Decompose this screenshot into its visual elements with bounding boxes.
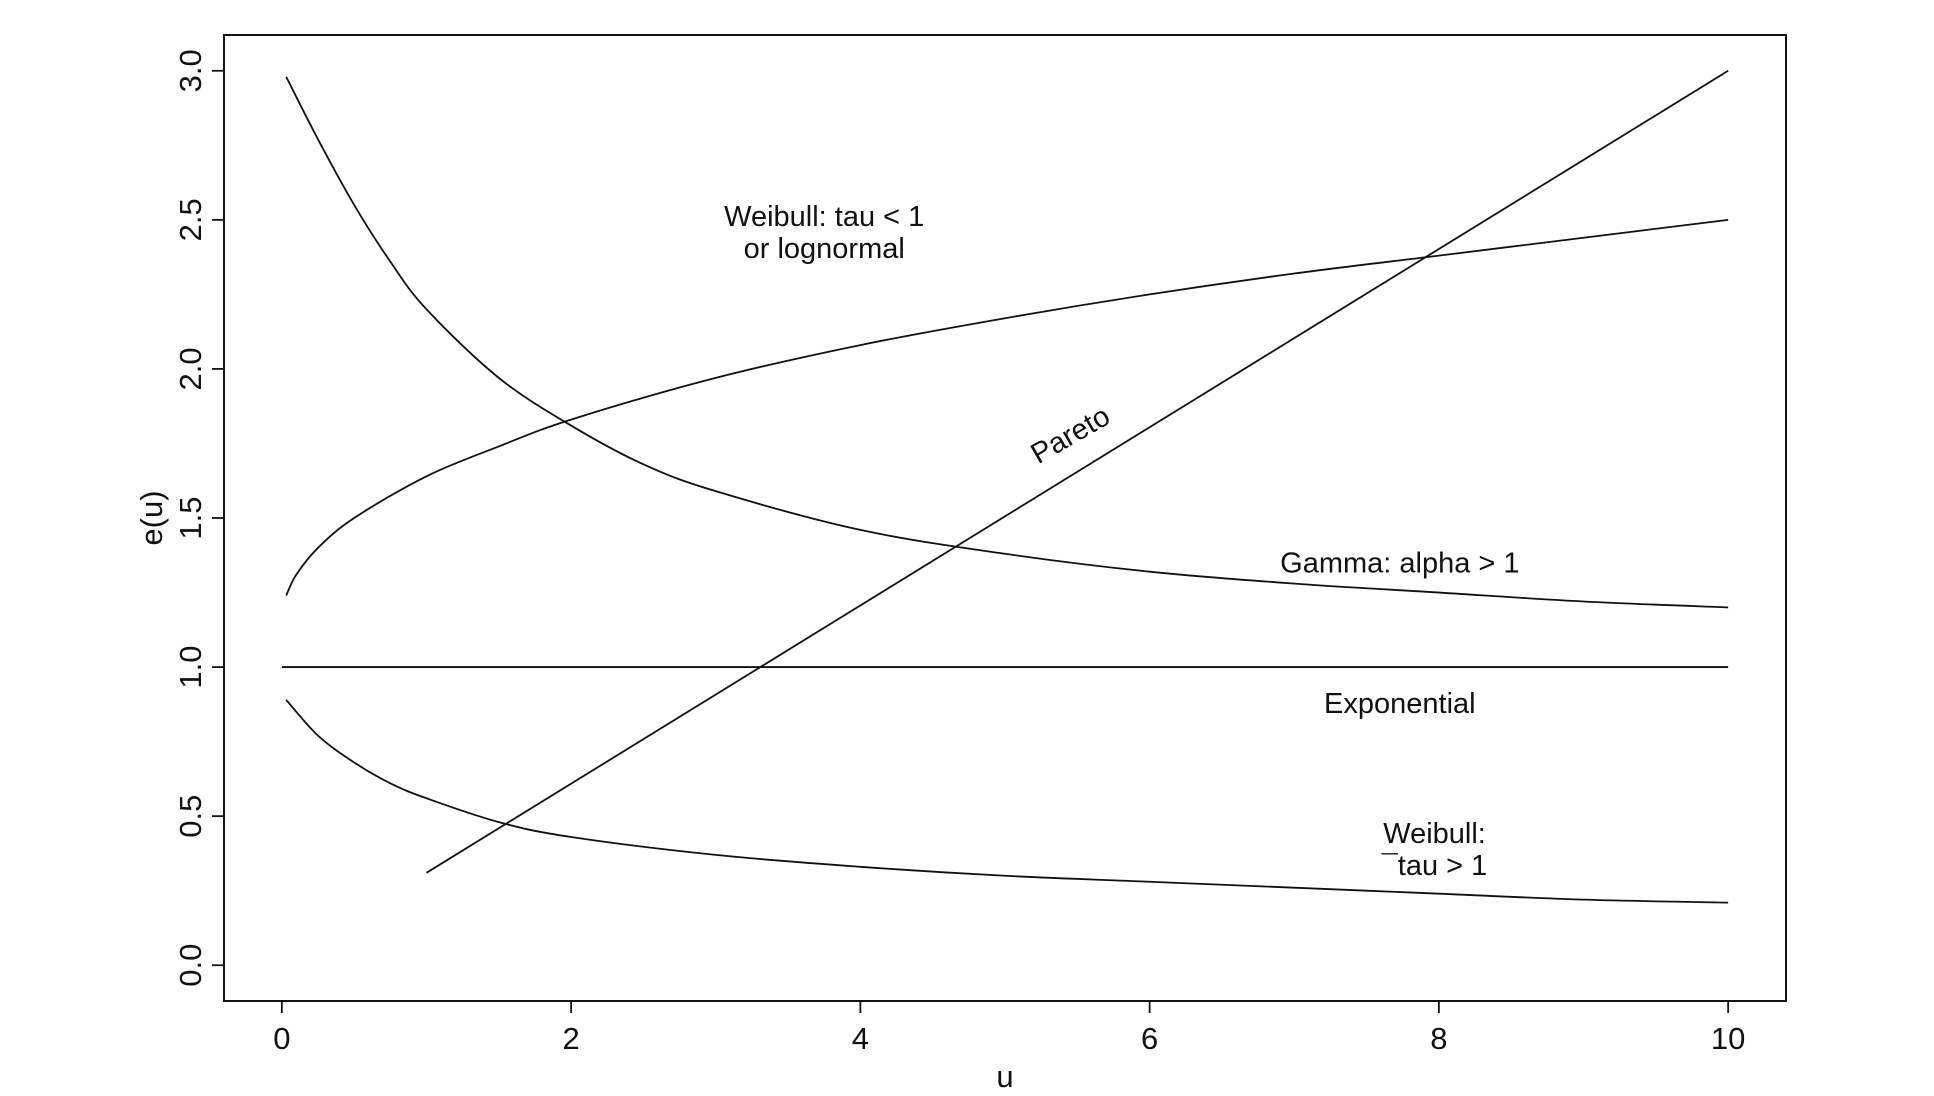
y-tick-label: 0.0: [173, 944, 208, 987]
annotation-exponential: Exponential: [1324, 688, 1476, 720]
x-axis: 0 2 4 6 8 10: [273, 1001, 1745, 1056]
x-tick-label: 8: [1430, 1021, 1447, 1056]
x-tick-label: 2: [562, 1021, 579, 1056]
y-tick-label: 2.0: [173, 347, 208, 390]
x-tick-label: 10: [1711, 1021, 1745, 1056]
y-tick-label: 1.5: [173, 496, 208, 539]
annotation-weibull-lt-1: Weibull: tau < 1: [724, 201, 924, 233]
x-tick-label: 4: [852, 1021, 869, 1056]
annotation-weibull-lt-1: or lognormal: [744, 233, 905, 265]
annotation-weibull-gt-1: ¯tau > 1: [1381, 850, 1488, 882]
x-axis-title: u: [996, 1059, 1013, 1094]
y-tick-label: 0.5: [173, 795, 208, 838]
series-layer: [281, 70, 1729, 904]
x-tick-label: 0: [273, 1021, 290, 1056]
y-tick-label: 3.0: [173, 49, 208, 92]
annotation-weibull-gt-1: Weibull:: [1383, 818, 1486, 850]
series-line-weibull-tau-1-or-lognormal: [285, 218, 1729, 596]
series-line-pareto: [426, 70, 1729, 874]
series-line-weibull-tau-1: [285, 699, 1729, 904]
annotation-pareto: Pareto: [1026, 400, 1116, 470]
y-axis: 0.0 0.5 1.0 1.5 2.0 2.5 3.0: [173, 49, 224, 987]
y-tick-label: 1.0: [173, 646, 208, 689]
series-line-gamma-alpha-1: [285, 76, 1729, 609]
annotation-gamma: Gamma: alpha > 1: [1280, 548, 1519, 580]
y-axis-title: e(u): [134, 490, 169, 545]
annotations: Weibull: tau < 1or lognormal Pareto Gamma:…: [724, 201, 1519, 882]
y-tick-label: 2.5: [173, 198, 208, 241]
x-tick-label: 6: [1141, 1021, 1158, 1056]
